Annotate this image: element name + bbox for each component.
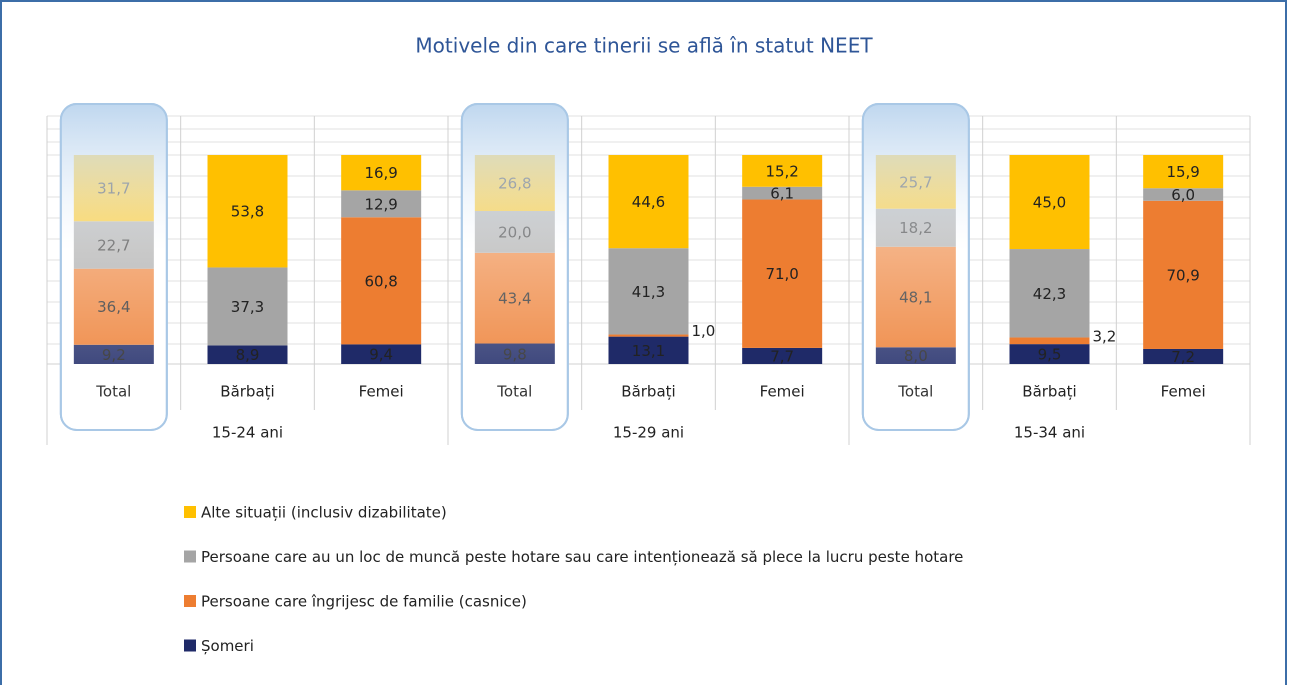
bar-segment (608, 248, 689, 335)
data-label: 60,8 (364, 272, 397, 290)
x-tick-label: Femei (359, 383, 404, 401)
legend-swatch (184, 595, 196, 607)
bar-segment (608, 334, 689, 337)
data-label: 53,8 (231, 203, 264, 221)
bar-segment (341, 190, 422, 218)
chart-title: Motivele din care tinerii se află în sta… (415, 34, 873, 58)
data-label: 44,6 (632, 193, 665, 211)
bar-segment (341, 344, 422, 364)
x-tick-label: Bărbați (1022, 383, 1076, 401)
bar-segment (341, 217, 422, 345)
data-label: 15,2 (765, 162, 798, 180)
data-label: 6,0 (1171, 186, 1195, 204)
legend-swatch (184, 550, 196, 563)
legend-label: Șomeri (201, 637, 254, 655)
x-tick-label: Bărbați (220, 383, 274, 401)
data-label: 7,7 (770, 347, 794, 365)
bar-segment (742, 186, 823, 200)
bar-segment (742, 199, 823, 348)
group-label: 15-34 ani (1014, 424, 1085, 442)
bar-segment (1009, 337, 1090, 345)
bar-segment (1143, 188, 1224, 201)
bar-segment (742, 347, 823, 364)
group-label: 15-24 ani (212, 424, 283, 442)
bar-segment (1009, 249, 1090, 338)
highlight-overlay (460, 103, 569, 431)
data-label: 70,9 (1166, 266, 1199, 284)
bar-segment (1143, 200, 1224, 349)
highlight-overlay (59, 103, 168, 431)
x-tick-label: Femei (760, 383, 805, 401)
data-label: 45,0 (1033, 194, 1066, 212)
bar-segment (341, 155, 422, 191)
data-label: 3,2 (1093, 327, 1117, 345)
legend-label: Persoane care îngrijesc de familie (casn… (201, 593, 527, 611)
data-label: 6,1 (770, 185, 794, 203)
legend-label: Alte situații (inclusiv dizabilitate) (201, 504, 447, 522)
bar-segment (608, 155, 689, 249)
bar-segment (207, 155, 288, 268)
group-label: 15-29 ani (613, 424, 684, 442)
legend-label: Persoane care au un loc de muncă peste h… (201, 548, 963, 566)
legend-swatch (184, 639, 196, 652)
data-label: 8,9 (236, 346, 260, 364)
data-label: 41,3 (632, 283, 665, 301)
bar-segment (1143, 348, 1224, 364)
data-label: 37,3 (231, 298, 264, 316)
bar-segment (207, 267, 288, 346)
data-label: 42,3 (1033, 285, 1066, 303)
data-label: 12,9 (364, 195, 397, 213)
data-label: 16,9 (364, 164, 397, 182)
legend-swatch (184, 506, 196, 518)
bar-segment (742, 155, 823, 187)
data-label: 9,5 (1038, 346, 1062, 364)
x-tick-label: Femei (1161, 383, 1206, 401)
data-label: 15,9 (1166, 163, 1199, 181)
bar-segment (608, 336, 689, 364)
bar-segment (1009, 344, 1090, 364)
data-label: 71,0 (765, 265, 798, 283)
highlight-overlay (861, 103, 970, 431)
bar-segment (207, 345, 288, 364)
data-label: 1,0 (692, 322, 716, 340)
bar-segment (1143, 155, 1224, 189)
data-label: 9,4 (369, 346, 393, 364)
data-label: 13,1 (632, 342, 665, 360)
data-label: 7,2 (1171, 348, 1195, 366)
bar-segment (1009, 155, 1090, 250)
x-tick-label: Bărbați (621, 383, 675, 401)
